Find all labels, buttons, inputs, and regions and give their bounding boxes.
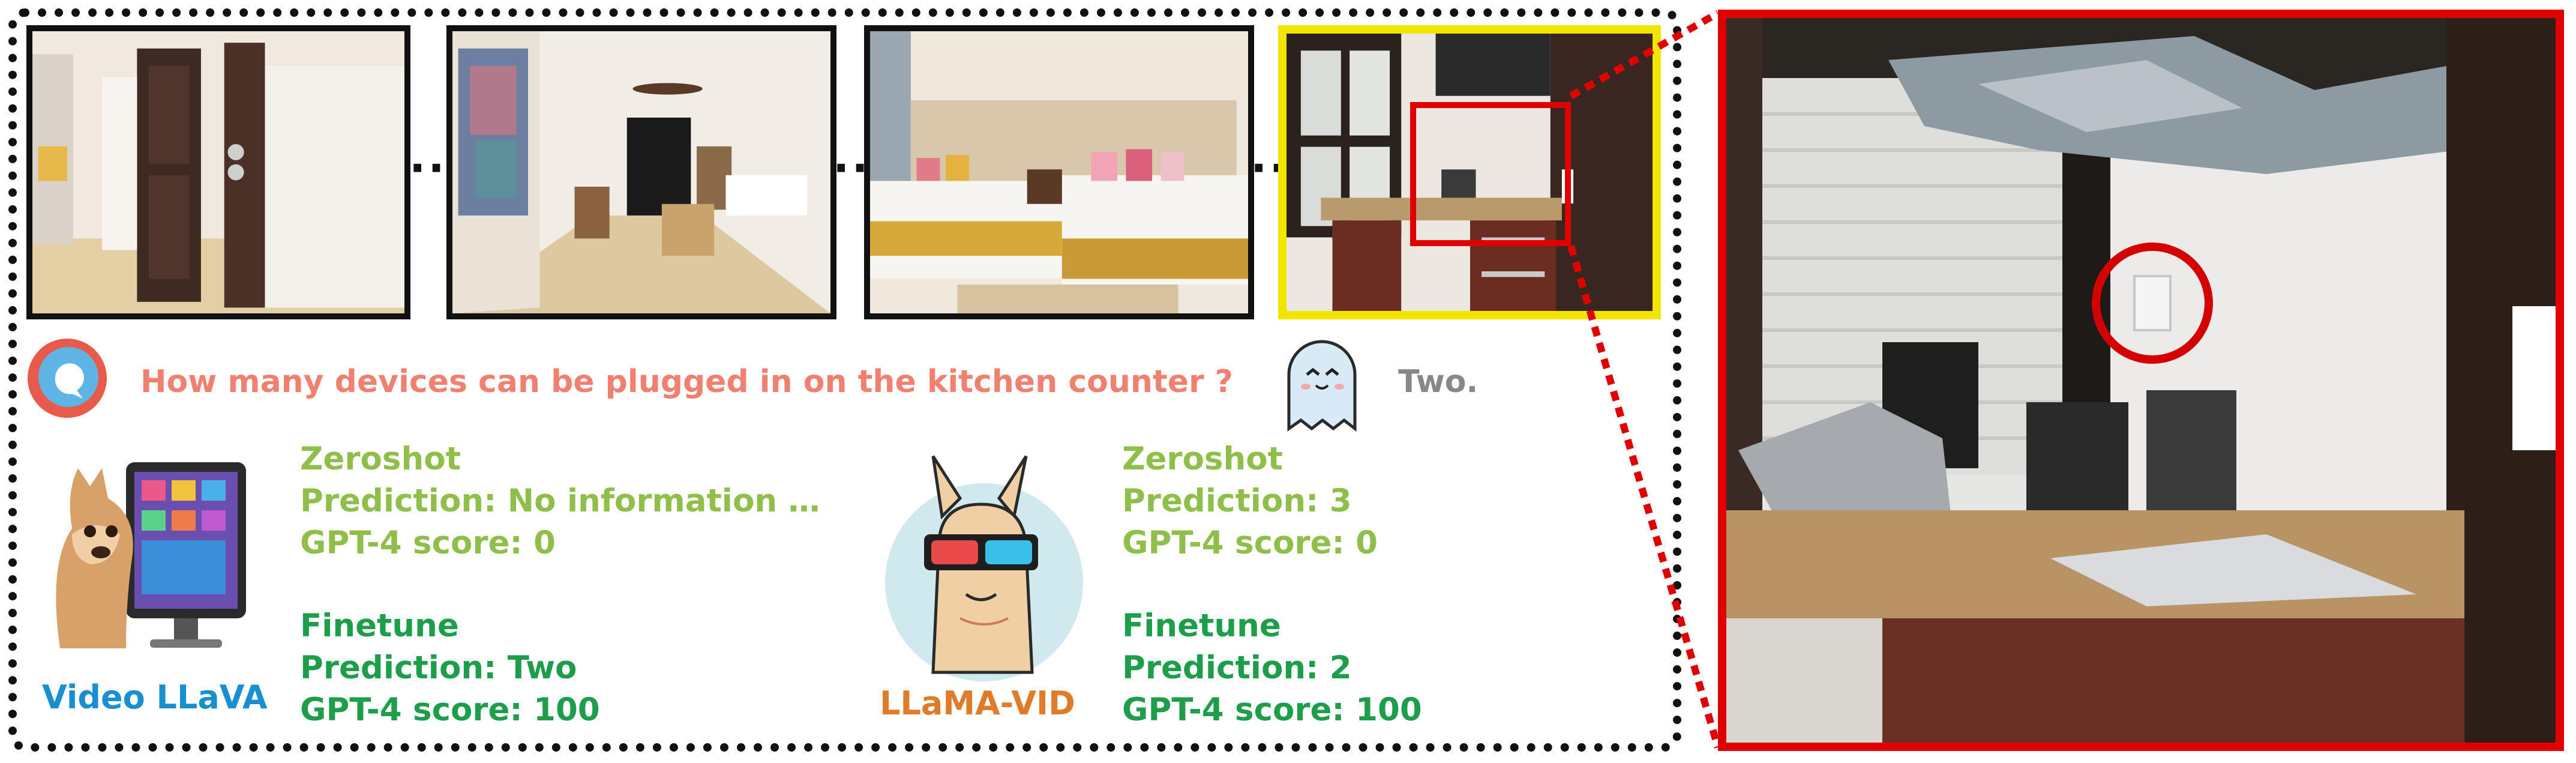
frame-3-scene bbox=[870, 31, 1248, 313]
video-llava-zeroshot-header: Zeroshot bbox=[300, 441, 461, 477]
model-name-llama-vid: LLaMA-VID bbox=[880, 684, 1075, 722]
video-llava-finetune-header: Finetune bbox=[300, 608, 459, 644]
question-bubble-icon bbox=[25, 336, 109, 420]
llama-3d-glasses-icon bbox=[876, 444, 1092, 684]
video-llava-zeroshot-score: GPT-4 score: 0 bbox=[300, 525, 556, 561]
alpaca-computer-icon bbox=[36, 444, 252, 660]
llama-vid-zeroshot-score: GPT-4 score: 0 bbox=[1122, 525, 1378, 561]
frame-2-scene bbox=[452, 31, 830, 313]
ghost-icon bbox=[1277, 333, 1367, 435]
answer-text: Two. bbox=[1398, 364, 1479, 400]
llama-vid-zeroshot-header: Zeroshot bbox=[1122, 441, 1283, 477]
zoom-region-box bbox=[1410, 102, 1571, 246]
zoomed-scene bbox=[1726, 18, 2556, 743]
video-llava-finetune-score: GPT-4 score: 100 bbox=[300, 692, 600, 728]
video-llava-zeroshot-prediction: Prediction: No information … bbox=[300, 483, 820, 519]
model-name-video-llava: Video LLaVA bbox=[42, 678, 268, 716]
main-panel bbox=[8, 8, 1681, 752]
llama-vid-finetune-prediction: Prediction: 2 bbox=[1122, 650, 1352, 686]
llama-vid-results: Zeroshot Prediction: 3 GPT-4 score: 0 Fi… bbox=[1122, 438, 1422, 731]
question-text: How many devices can be plugged in on th… bbox=[140, 364, 1233, 400]
llama-vid-finetune-score: GPT-4 score: 100 bbox=[1122, 692, 1422, 728]
video-frame-3 bbox=[864, 25, 1254, 319]
video-frame-1 bbox=[26, 25, 410, 319]
video-llava-results: Zeroshot Prediction: No information … GP… bbox=[300, 438, 820, 731]
frame-1-scene bbox=[32, 31, 404, 313]
video-frame-2 bbox=[446, 25, 836, 319]
llama-vid-zeroshot-prediction: Prediction: 3 bbox=[1122, 483, 1352, 519]
video-llava-finetune-prediction: Prediction: Two bbox=[300, 650, 577, 686]
zoomed-view bbox=[1718, 10, 2564, 751]
llama-vid-finetune-header: Finetune bbox=[1122, 608, 1281, 644]
